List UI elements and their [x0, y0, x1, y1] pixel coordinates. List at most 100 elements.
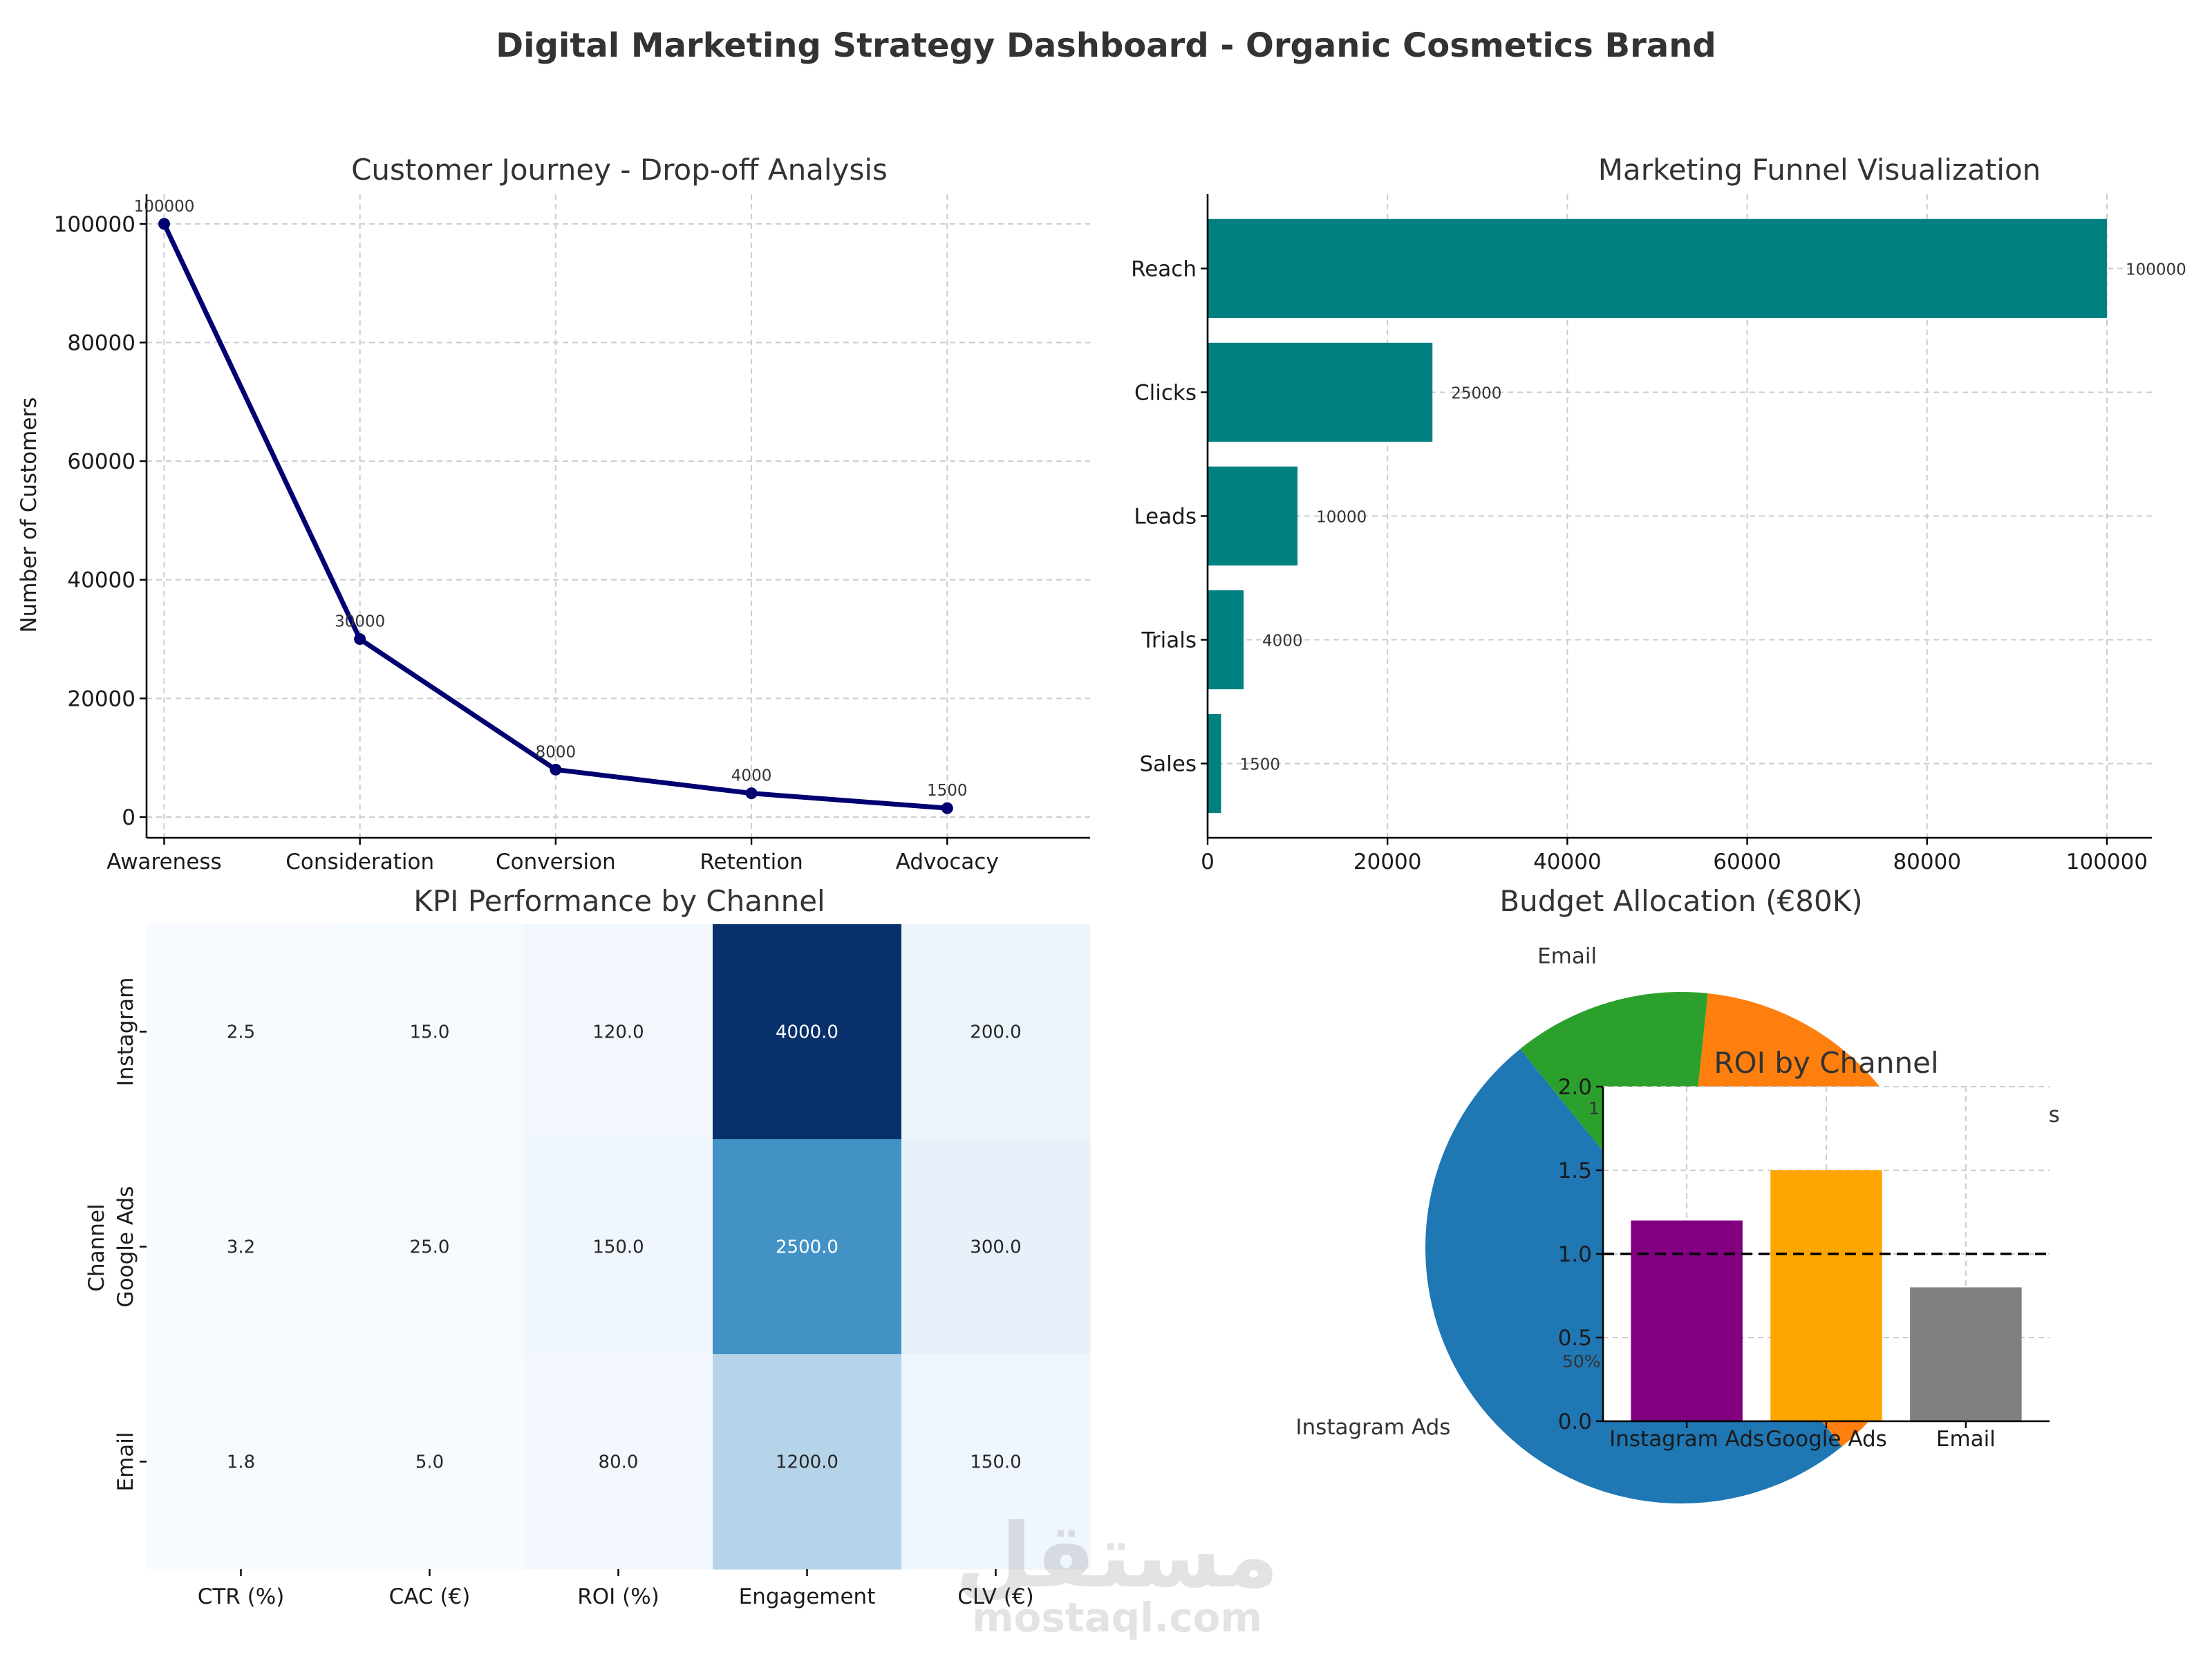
x-tick-label: Google Ads	[1765, 1427, 1887, 1452]
x-tick-label: 60000	[1713, 850, 1781, 874]
page-title: Digital Marketing Strategy Dashboard - O…	[496, 26, 1716, 65]
heatmap-cell	[147, 1139, 336, 1355]
row-label: Instagram	[113, 977, 138, 1087]
data-point	[158, 218, 170, 230]
heatmap-cell	[901, 1354, 1091, 1570]
heatmap-cell	[713, 924, 902, 1140]
x-tick-label: Awareness	[106, 850, 221, 874]
y-tick-label: 40000	[67, 568, 135, 593]
data-point	[550, 763, 562, 776]
y-tick-label: 2.0	[1558, 1075, 1592, 1100]
heatmap-cell	[335, 1139, 525, 1355]
y-tick-label: 1.5	[1558, 1159, 1592, 1183]
y-tick-label: 60000	[67, 449, 135, 474]
heatmap-cell-value: 1200.0	[776, 1452, 838, 1473]
column-label: Engagement	[739, 1584, 876, 1609]
data-point	[941, 802, 953, 814]
heatmap-cell-value: 4000.0	[776, 1022, 838, 1043]
data-label: 1500	[1240, 756, 1281, 774]
data-label: 4000	[731, 767, 772, 785]
pie-label: Email	[1537, 944, 1597, 968]
heatmap-cell-value: 1.8	[227, 1452, 255, 1473]
data-label: 4000	[1262, 632, 1303, 650]
data-label: 10000	[1316, 509, 1367, 527]
heatmap-cell	[713, 1354, 902, 1570]
x-tick-label: 100000	[2066, 850, 2148, 874]
customer-journey-y-axis-label: Number of Customers	[17, 397, 41, 633]
x-tick-label: Retention	[700, 850, 803, 874]
y-tick-label: 1.0	[1558, 1242, 1592, 1267]
y-tick-label: Clicks	[1134, 380, 1197, 405]
heatmap-cell-value: 150.0	[970, 1452, 1021, 1473]
watermark-latin: mostaql.com	[972, 1594, 1262, 1641]
column-label: CTR (%)	[198, 1584, 285, 1609]
x-tick-label: Advocacy	[896, 850, 999, 874]
heatmap-cell-value: 2500.0	[776, 1237, 838, 1258]
heatmap-cell	[335, 924, 525, 1140]
heatmap-cell	[713, 1139, 902, 1355]
data-label: 8000	[536, 743, 577, 761]
funnel-bar	[1208, 466, 1298, 566]
customer-journey-chart: Customer Journey - Drop-off Analysis Num…	[17, 153, 1090, 874]
pie-pct-fragment: 1	[1588, 1098, 1600, 1118]
heatmap-cell-value: 150.0	[592, 1237, 644, 1258]
heatmap-cell	[524, 924, 713, 1140]
watermark: مستقل mostaql.com	[955, 1505, 1279, 1641]
kpi-heatmap-y-axis-label: Channel	[84, 1203, 109, 1291]
y-tick-label: Trials	[1141, 628, 1197, 653]
y-tick-label: 80000	[67, 331, 135, 356]
x-tick-label: 0	[1201, 850, 1215, 874]
roi-by-channel-title: ROI by Channel	[1714, 1046, 1938, 1080]
x-tick-label: Consideration	[285, 850, 434, 874]
heatmap-cell	[524, 1354, 713, 1570]
row-label: Email	[113, 1432, 138, 1491]
data-label: 100000	[2126, 261, 2186, 279]
y-tick-label: 0.5	[1558, 1326, 1592, 1351]
y-tick-label: Reach	[1131, 256, 1197, 281]
column-label: ROI (%)	[577, 1584, 659, 1609]
heatmap-cell-value: 15.0	[410, 1022, 450, 1043]
heatmap-cell	[147, 924, 336, 1140]
roi-bar	[1910, 1287, 2022, 1421]
heatmap-cell-value: 3.2	[227, 1237, 255, 1258]
data-label: 30000	[335, 613, 385, 631]
heatmap-cell	[147, 1354, 336, 1570]
heatmap-cell-value: 120.0	[592, 1022, 644, 1043]
x-tick-label: 20000	[1353, 850, 1422, 874]
pie-label: Instagram Ads	[1295, 1415, 1450, 1440]
funnel-bar	[1208, 713, 1221, 814]
heatmap-cell-value: 80.0	[599, 1452, 639, 1473]
heatmap-cell-value: 200.0	[970, 1022, 1021, 1043]
x-tick-label: Instagram Ads	[1609, 1427, 1764, 1452]
x-tick-label: 80000	[1893, 850, 1961, 874]
y-tick-label: 0	[122, 805, 135, 830]
funnel-bar	[1208, 590, 1244, 690]
marketing-funnel-title: Marketing Funnel Visualization	[1598, 153, 2041, 187]
customer-journey-title: Customer Journey - Drop-off Analysis	[351, 153, 888, 187]
heatmap-cell-value: 300.0	[970, 1237, 1021, 1258]
roi-bar	[1770, 1170, 1882, 1421]
heatmap-cell-value: 25.0	[410, 1237, 450, 1258]
funnel-bar	[1208, 342, 1433, 442]
heatmap-cell	[901, 1139, 1091, 1355]
kpi-heatmap-title: KPI Performance by Channel	[413, 884, 825, 918]
marketing-funnel-chart: Marketing Funnel Visualization 0 20000 400…	[1131, 153, 2186, 874]
column-label: CLV (€)	[957, 1584, 1033, 1609]
y-tick-label: Leads	[1134, 505, 1197, 529]
kpi-heatmap: KPI Performance by Channel Channel 2.5 15…	[84, 884, 1091, 1609]
data-point	[745, 787, 758, 800]
pie-pct-label: 50%	[1562, 1351, 1601, 1371]
y-tick-label: 100000	[54, 212, 135, 237]
watermark-arabic: مستقل	[955, 1505, 1279, 1608]
y-tick-label: 0.0	[1558, 1409, 1592, 1434]
heatmap-cell	[901, 924, 1091, 1140]
funnel-bar	[1208, 218, 2107, 319]
heatmap-cell	[335, 1354, 525, 1570]
budget-allocation-title: Budget Allocation (€80K)	[1499, 884, 1862, 918]
x-tick-label: Email	[1936, 1427, 1996, 1452]
y-tick-label: Sales	[1139, 752, 1197, 777]
row-label: Google Ads	[113, 1186, 138, 1308]
roi-bar	[1631, 1220, 1743, 1421]
data-label: 1500	[927, 782, 968, 800]
